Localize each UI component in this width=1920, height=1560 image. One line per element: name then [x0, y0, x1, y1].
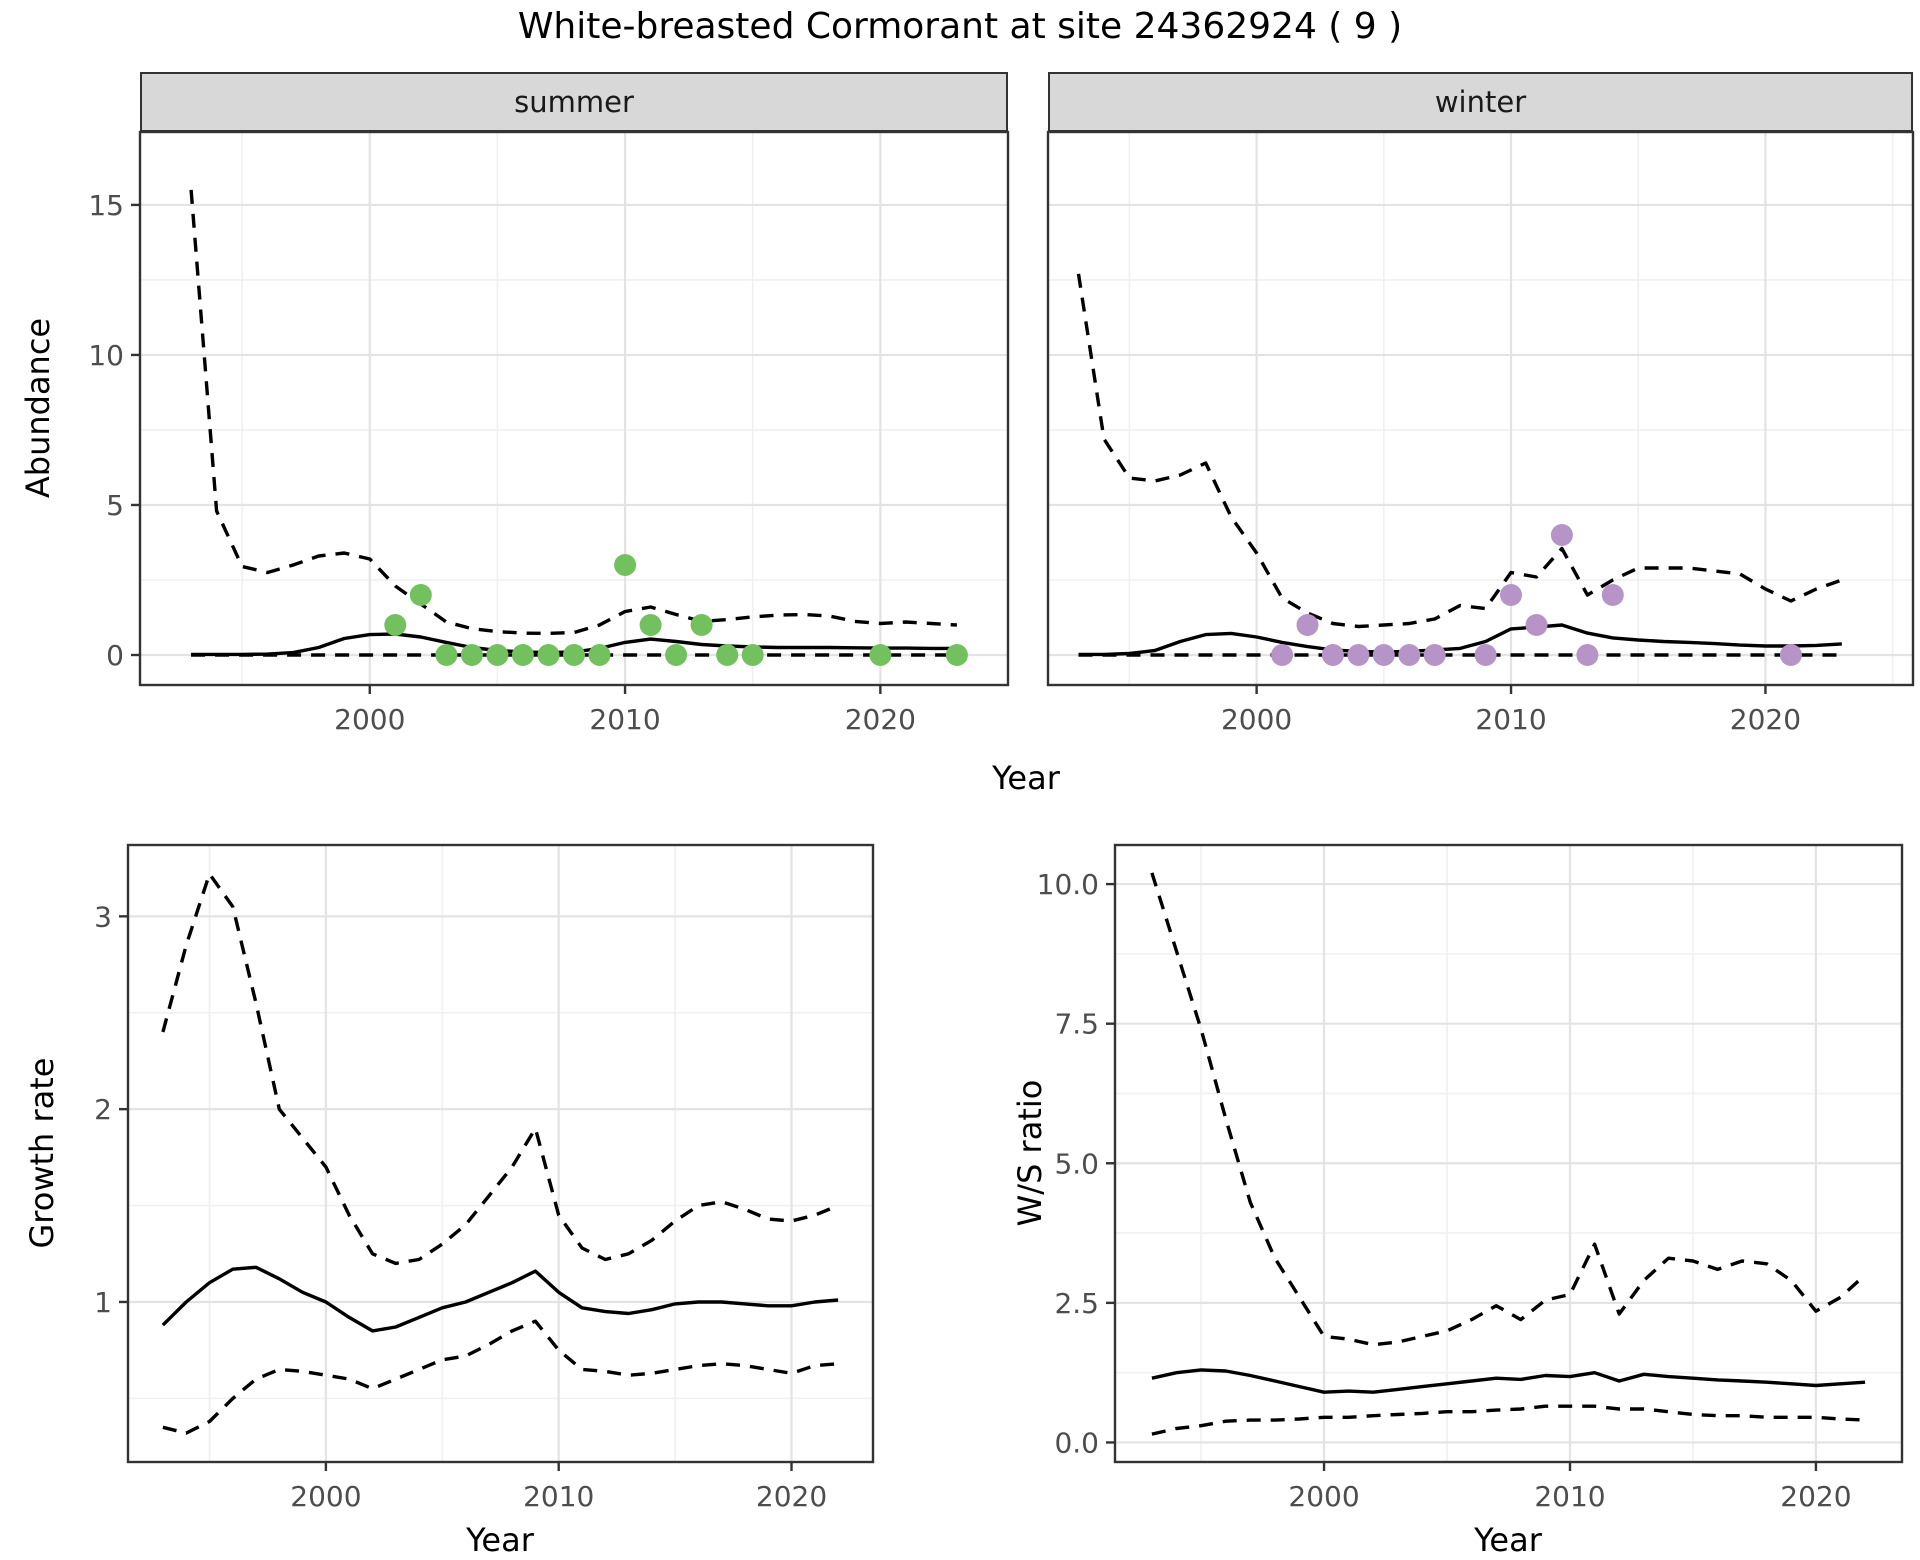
y-tick-label: 15	[88, 189, 124, 222]
x-tick-label: 2010	[523, 1480, 594, 1513]
ws-ratio-mean-line	[1151, 1368, 1866, 1394]
winter-observation-point	[1474, 644, 1497, 666]
growth-year-axis-label: Year	[466, 1521, 534, 1559]
top-year-axis-label: Year	[992, 759, 1060, 797]
ws-ratio-panel-border	[1113, 843, 1904, 1464]
y-tick-label: 0.0	[1054, 1426, 1099, 1459]
winter-observation-point	[1271, 644, 1294, 666]
y-tick-label: 0	[106, 639, 124, 672]
summer-observation-point	[563, 644, 585, 666]
summer-observation-point	[460, 644, 483, 666]
summer-observation-point	[869, 644, 892, 666]
y-tick-label: 7.5	[1054, 1008, 1099, 1041]
ws-ratio-lower-ci-line	[1151, 1404, 1866, 1436]
facet-strip-summer-label: summer	[514, 85, 634, 119]
x-tick-label: 2000	[290, 1480, 361, 1513]
facet-strip-winter: winter	[1048, 72, 1913, 132]
winter-observation-point	[1372, 644, 1395, 666]
x-tick-label: 2010	[1534, 1480, 1605, 1513]
x-tick-label: 2000	[1221, 703, 1292, 736]
summer-observation-point	[665, 644, 688, 666]
y-tick-label: 3	[94, 900, 112, 933]
summer-observation-point	[716, 644, 739, 666]
summer-observation-point	[741, 644, 764, 666]
summer-observation-point	[409, 584, 432, 606]
abundance-summer-panel-border	[138, 130, 1010, 687]
winter-observation-point	[1779, 644, 1802, 666]
winter-observation-point	[1423, 644, 1446, 666]
growth-rate-mean-line	[161, 1265, 839, 1333]
figure-title: White-breasted Cormorant at site 2436292…	[517, 6, 1403, 47]
ws-year-axis-label: Year	[1474, 1521, 1542, 1559]
summer-observation-point	[537, 644, 560, 666]
x-tick-label: 2000	[334, 703, 405, 736]
winter-observation-point	[1500, 584, 1522, 606]
winter-observation-point	[1576, 644, 1599, 666]
summer-observation-point	[945, 644, 968, 666]
abundance-winter-panel-border	[1046, 130, 1915, 687]
winter-observation-point	[1601, 584, 1624, 606]
winter-observation-point	[1525, 614, 1548, 636]
ws-ratio-upper-ci-line	[1150, 872, 1867, 1347]
y-tick-label: 1	[94, 1286, 112, 1319]
summer-observation-point	[435, 644, 458, 666]
facet-strip-winter-label: winter	[1434, 85, 1527, 119]
x-tick-label: 2020	[1730, 703, 1801, 736]
abundance-winter-mean-line	[1078, 623, 1842, 657]
x-tick-label: 2020	[1780, 1480, 1851, 1513]
winter-observation-point	[1321, 644, 1344, 666]
y-tick-label: 2.5	[1054, 1287, 1099, 1320]
winter-observation-point	[1296, 614, 1319, 636]
y-tick-label: 2	[94, 1093, 112, 1126]
winter-observation-point	[1550, 524, 1573, 546]
y-tick-label: 5.0	[1054, 1147, 1099, 1180]
x-tick-label: 2020	[845, 703, 916, 736]
summer-observation-point	[384, 614, 407, 636]
abundance-winter-upper-ci-line	[1076, 273, 1843, 629]
x-tick-label: 2020	[756, 1480, 827, 1513]
y-tick-label: 10.0	[1037, 868, 1099, 901]
winter-observation-point	[1347, 644, 1370, 666]
summer-observation-point	[588, 644, 611, 666]
summer-observation-point	[486, 644, 509, 666]
summer-observation-point	[690, 614, 713, 636]
abundance-summer-upper-ci-line	[189, 189, 957, 636]
winter-observation-point	[1398, 644, 1421, 666]
y-tick-label: 10	[88, 339, 124, 372]
x-tick-label: 2010	[589, 703, 660, 736]
growth-rate-upper-ci-line	[161, 872, 839, 1266]
facet-strip-summer: summer	[140, 72, 1008, 132]
x-tick-label: 2010	[1475, 703, 1546, 736]
summer-observation-point	[511, 644, 534, 666]
summer-observation-point	[639, 614, 662, 636]
growth-rate-lower-ci-line	[162, 1319, 839, 1435]
y-tick-label: 5	[106, 489, 124, 522]
summer-observation-point	[614, 554, 637, 576]
x-tick-label: 2000	[1288, 1480, 1359, 1513]
growth-rate-panel-border	[126, 843, 875, 1464]
